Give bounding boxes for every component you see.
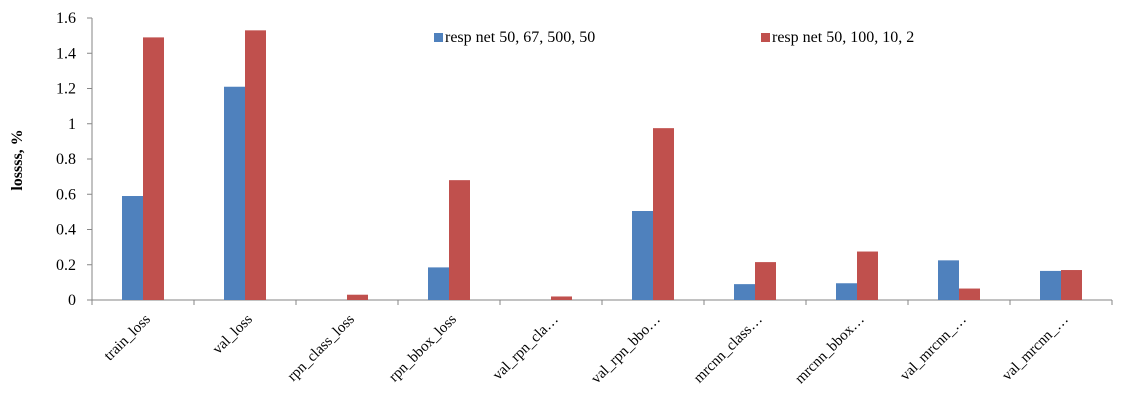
bar-series-2 <box>143 37 164 300</box>
x-category-label: mrcnn_class… <box>691 312 766 387</box>
legend-label: resp net 50, 100, 10, 2 <box>772 29 914 46</box>
y-tick-label: 1.2 <box>56 81 76 98</box>
y-tick-label: 0.6 <box>56 186 76 203</box>
bar-series-2 <box>449 180 470 300</box>
x-category-label: rpn_class_loss <box>285 311 358 384</box>
y-tick-label: 0 <box>68 292 76 309</box>
y-axis-title: lossss, % <box>9 129 26 190</box>
y-tick-label: 0.8 <box>56 151 76 168</box>
bar-series-1 <box>938 260 959 300</box>
bar-series-1 <box>224 86 245 300</box>
chart-labels: 0 0.2 0.4 0.6 0.8 1 1.2 1.4 1.6 train_loss val_los… <box>56 10 1072 387</box>
bar-series-2 <box>1061 270 1082 300</box>
legend-swatch <box>761 33 770 42</box>
y-tick-label: 0.2 <box>56 257 76 274</box>
bar-series-2 <box>245 30 266 301</box>
y-tick-label: 1 <box>68 116 76 133</box>
y-tick-label: 0.4 <box>56 222 76 239</box>
y-tick-label: 1.4 <box>56 45 76 62</box>
x-category-label: train_loss <box>101 311 154 364</box>
bar-series-1 <box>836 283 857 300</box>
bar-series-1 <box>734 284 755 300</box>
bar-series-2 <box>551 296 572 300</box>
bar-series-1 <box>1040 270 1061 300</box>
x-category-label: val_rpn_bbo… <box>588 312 664 388</box>
x-category-label: val_rpn_cla… <box>490 312 562 384</box>
x-category-label: val_mrcnn_… <box>897 312 970 385</box>
bar-series-2 <box>857 251 878 300</box>
bar-series-2 <box>347 294 368 300</box>
bar-series-1 <box>428 267 449 300</box>
legend-label: resp net 50, 67, 500, 50 <box>445 29 595 46</box>
bar-series-1 <box>122 196 143 300</box>
x-category-label: val_loss <box>210 311 256 357</box>
bar-series-2 <box>755 262 776 300</box>
y-tick-label: 1.6 <box>56 10 76 27</box>
legend-swatch <box>434 33 443 42</box>
bar-series-1 <box>632 210 653 300</box>
x-category-label: val_mrcnn_… <box>999 312 1072 385</box>
chart-legend: resp net 50, 67, 500, 50 resp net 50, 100… <box>434 29 914 46</box>
bar-series-2 <box>959 288 980 300</box>
x-category-label: mrcnn_bbox… <box>792 312 868 388</box>
chart-bars <box>122 30 1082 301</box>
bar-series-2 <box>653 128 674 300</box>
x-category-label: rpn_bbox_loss <box>386 311 460 385</box>
